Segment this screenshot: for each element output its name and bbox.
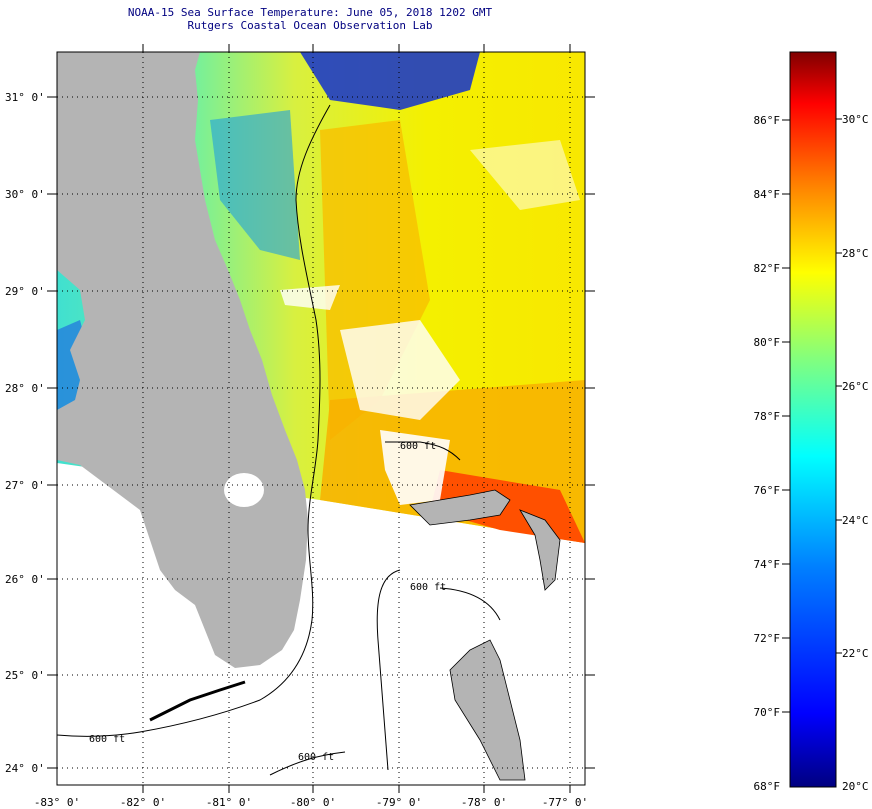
andros-island [449, 639, 526, 781]
isobath-contour [57, 104, 331, 737]
colorbar-label-f: 76°F [754, 484, 781, 497]
lat-label: 31° 0' [5, 91, 45, 104]
lat-label: 29° 0' [5, 285, 45, 298]
isobath-label: 600 ft [410, 582, 446, 593]
map-title: NOAA-15 Sea Surface Temperature: June 05… [127, 6, 493, 19]
lat-label: 26° 0' [5, 573, 45, 586]
isobath-contour [439, 587, 501, 621]
lon-label: -81° 0' [206, 796, 252, 809]
map-frame [56, 51, 586, 786]
colorbar-label-f: 80°F [754, 336, 781, 349]
lat-label: 28° 0' [5, 382, 45, 395]
lon-label: -82° 0' [120, 796, 166, 809]
isobath-label: 600 ft [400, 441, 436, 452]
colorbar-label-f: 68°F [754, 780, 781, 793]
cloud-patch [280, 285, 340, 310]
lon-label: -79° 0' [376, 796, 422, 809]
colorbar-label-f: 82°F [754, 262, 781, 275]
colorbar-label-c: 30°C [842, 113, 869, 126]
abaco-island [519, 509, 561, 591]
colorbar-label-c: 26°C [842, 380, 869, 393]
colorbar-label-c: 22°C [842, 647, 869, 660]
lon-label: -78° 0' [461, 796, 507, 809]
colorbar-label-f: 78°F [754, 410, 781, 423]
axis-ticks [47, 44, 595, 793]
cloud-patch [470, 140, 580, 210]
isobath-contour [376, 569, 401, 771]
colorbar-label-f: 72°F [754, 632, 781, 645]
florida-keys [149, 680, 246, 722]
florida-land [57, 52, 308, 668]
isobath-contour [385, 441, 461, 461]
colorbar-label-f: 84°F [754, 188, 781, 201]
sst-cold-region [300, 52, 480, 110]
colorbar-label-c: 20°C [842, 780, 869, 793]
isobath-label: 600 ft [89, 734, 125, 745]
sst-cool-region [210, 110, 300, 260]
lon-label: -77° 0' [542, 796, 588, 809]
lake-okeechobee [224, 473, 264, 507]
cloud-patch [380, 430, 450, 505]
graticule [57, 52, 585, 785]
isobath-contour [269, 751, 346, 776]
lon-label: -80° 0' [290, 796, 336, 809]
colorbar-label-f: 86°F [754, 114, 781, 127]
colorbar-label-f: 74°F [754, 558, 781, 571]
lat-label: 27° 0' [5, 479, 45, 492]
lon-label: -83° 0' [34, 796, 80, 809]
colorbar-label-f: 70°F [754, 706, 781, 719]
grand-bahama [409, 489, 511, 526]
map-subtitle: Rutgers Coastal Ocean Observation Lab [187, 19, 433, 32]
lat-label: 24° 0' [5, 762, 45, 775]
lat-label: 25° 0' [5, 669, 45, 682]
isobath-label: 600 ft [298, 752, 334, 763]
colorbar [789, 51, 837, 788]
colorbar-label-c: 24°C [842, 514, 869, 527]
colorbar-label-c: 28°C [842, 247, 869, 260]
cloud-patch [340, 320, 460, 420]
lat-label: 30° 0' [5, 188, 45, 201]
sst-map [57, 52, 585, 785]
colorbar-ticks [782, 118, 842, 713]
